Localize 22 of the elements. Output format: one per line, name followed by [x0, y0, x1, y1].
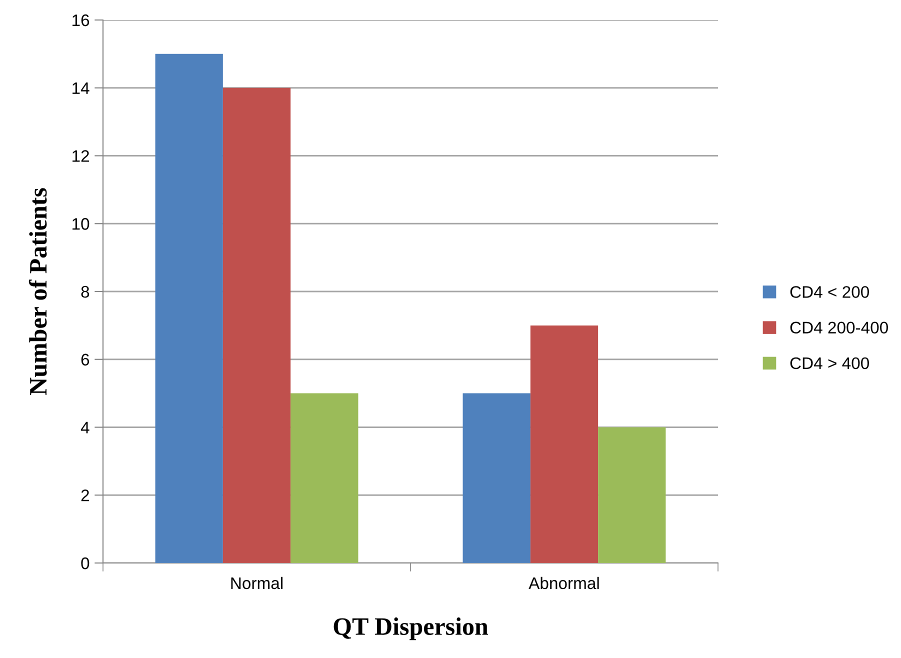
y-tick-label: 14 — [72, 82, 90, 94]
bar — [222, 88, 291, 563]
y-tick-label: 6 — [81, 354, 90, 366]
x-axis-title: QT Dispersion — [334, 617, 488, 640]
y-tick-label: 12 — [72, 150, 89, 162]
x-tick-label: Abnormal — [528, 576, 599, 590]
y-tick-label: 0 — [81, 557, 90, 570]
bar — [462, 393, 530, 563]
y-tick-label: 2 — [81, 490, 89, 502]
bar — [598, 427, 666, 563]
x-tick-label: Normal — [231, 576, 282, 590]
bar — [155, 54, 223, 563]
y-axis-title: Number of Patients — [28, 188, 47, 395]
y-tick-label: 16 — [72, 14, 90, 26]
y-tick-label: 10 — [72, 218, 90, 230]
bar — [530, 325, 598, 563]
y-tick-label: 4 — [80, 422, 90, 434]
legend-label: CD4 < 200 — [790, 286, 869, 298]
legend-label: CD4 > 400 — [790, 357, 869, 370]
legend-label: CD4 200-400 — [790, 322, 888, 334]
y-tick-label: 8 — [81, 286, 90, 298]
bar — [290, 393, 358, 563]
